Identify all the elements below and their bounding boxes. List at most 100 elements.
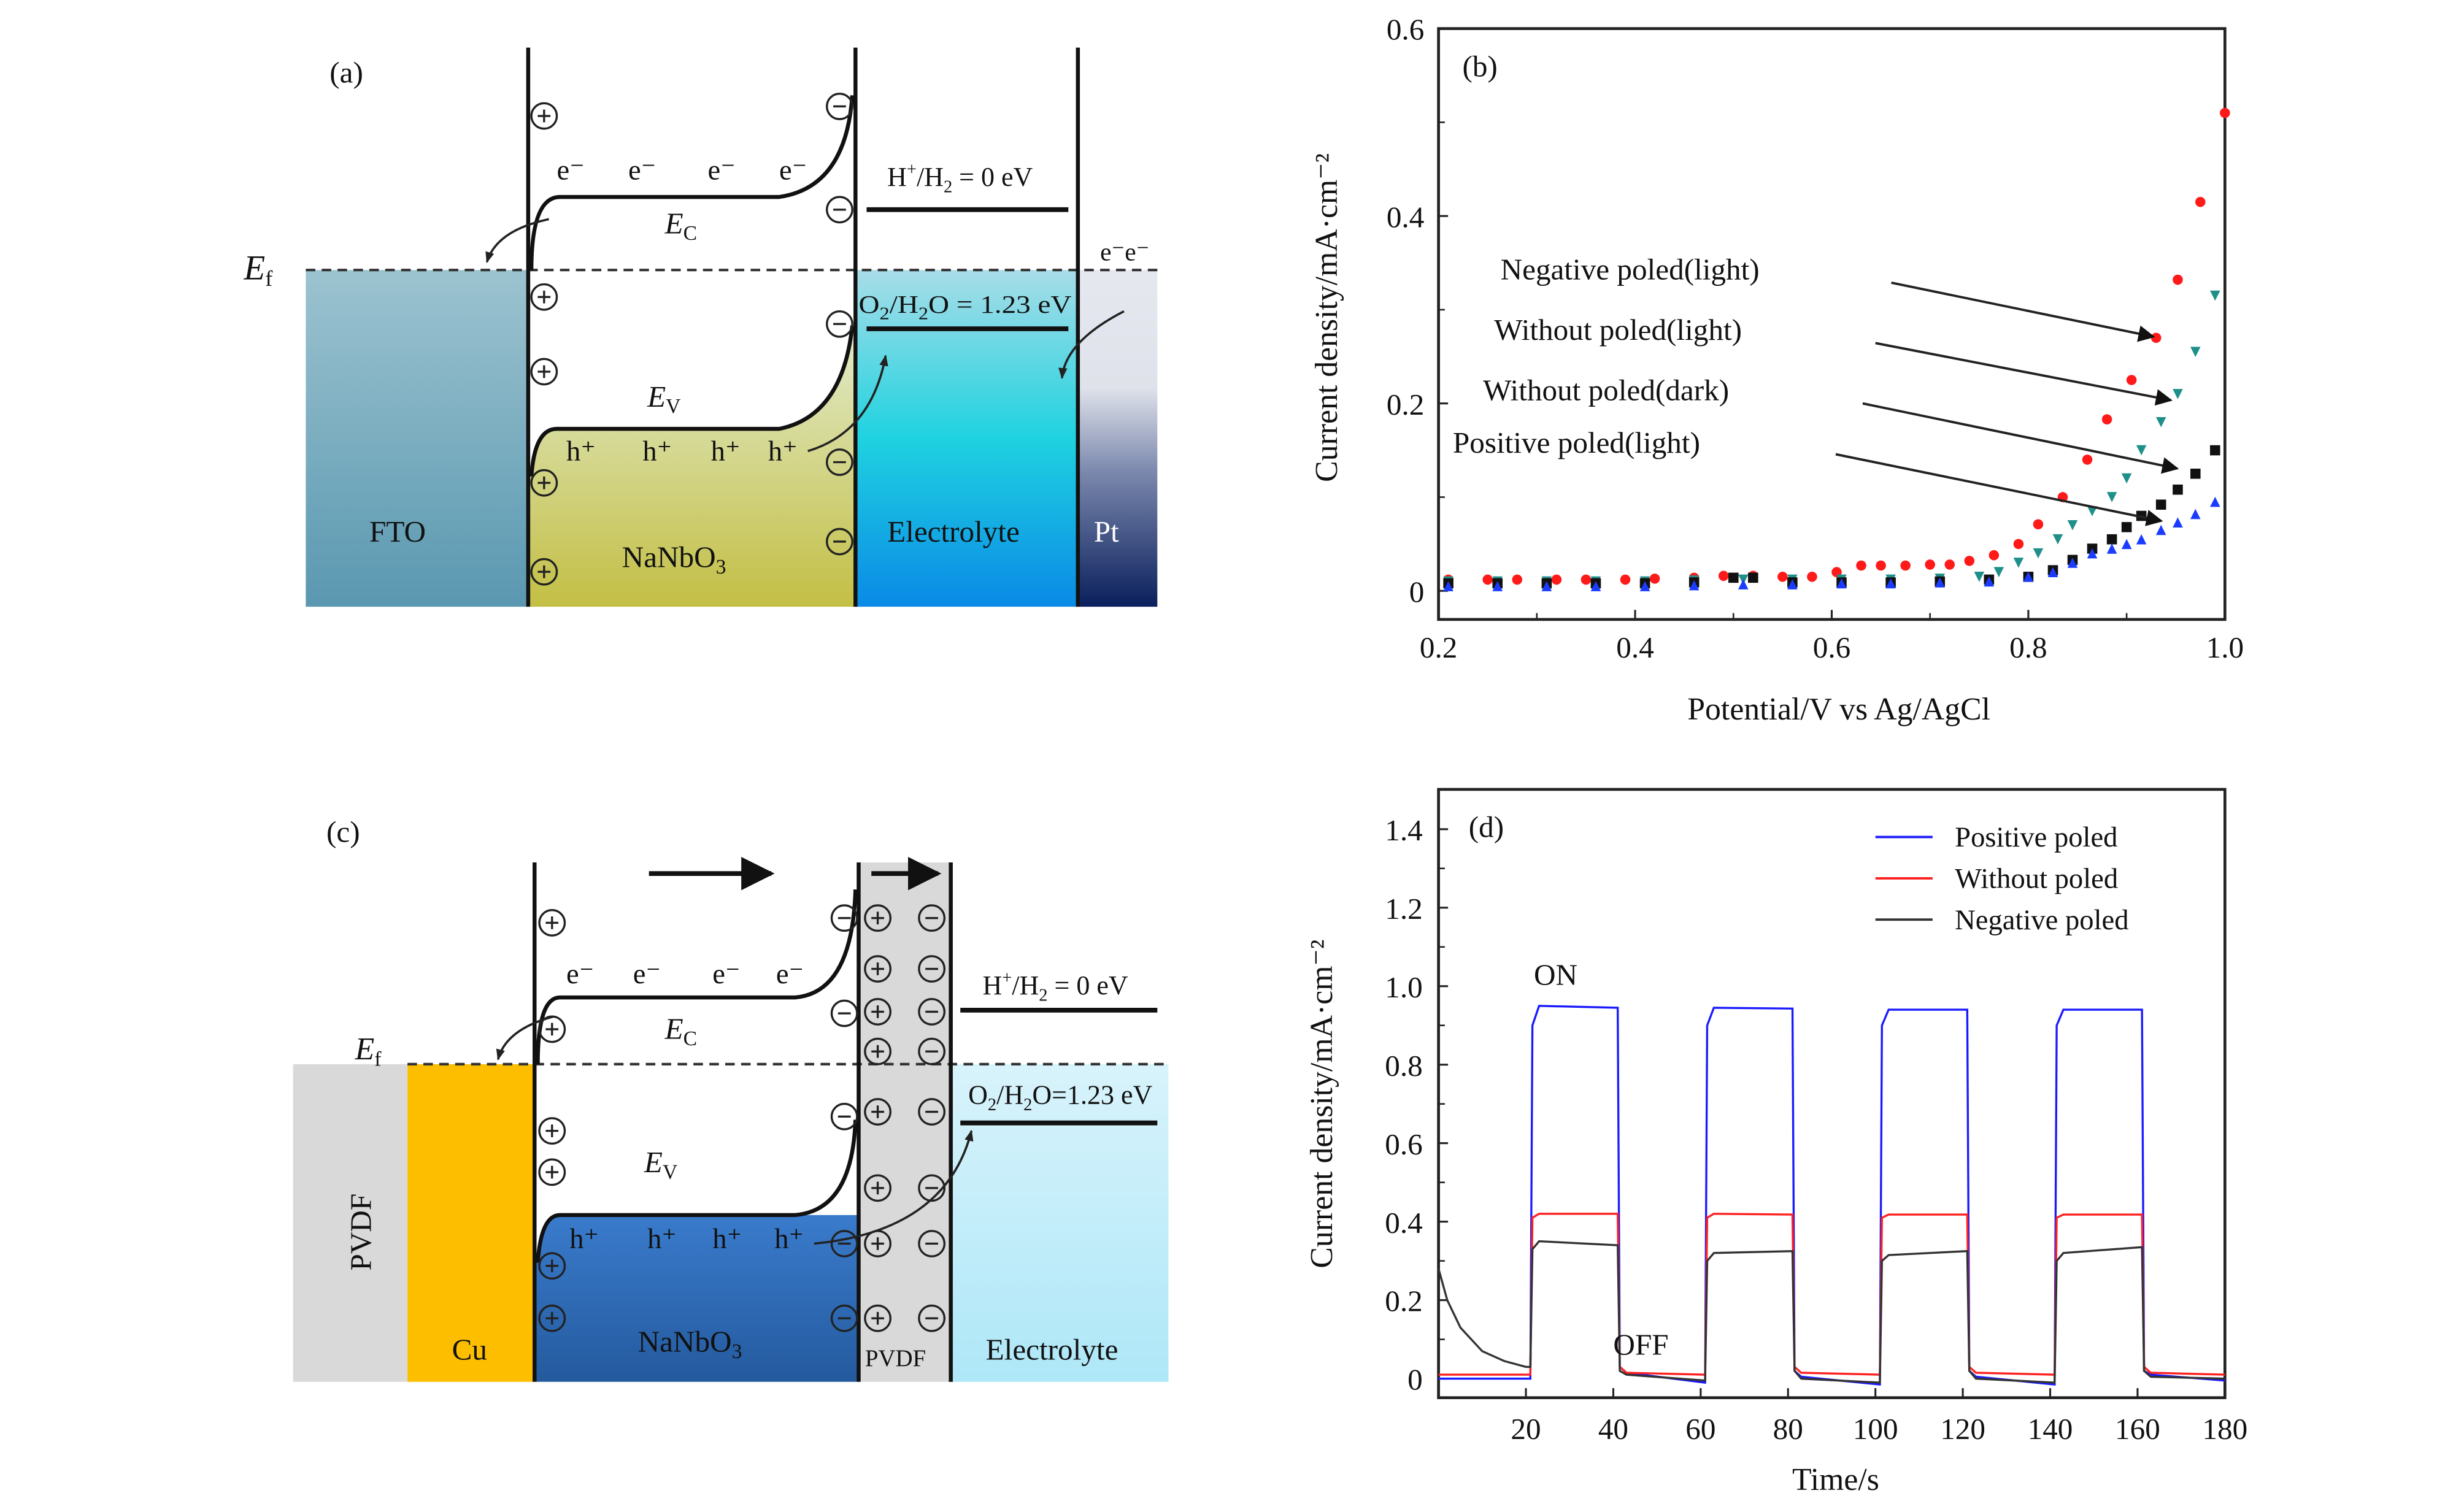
data-point [2087,506,2098,516]
charge-circle [918,904,946,932]
panel-label: (c) [326,815,360,848]
series-without-poled-dark- [1443,445,2220,589]
conduction-band-label: EC [664,207,698,245]
data-point [1738,579,1749,589]
negative-charge-icon [826,448,853,476]
positive-charge-icon [530,469,558,497]
data-point [2190,468,2201,479]
fto-layer [306,270,528,607]
electrolyte-label: Electrolyte [887,515,1020,548]
negative-charge-icon [918,1174,946,1202]
data-point [1620,574,1631,585]
negative-charge-icon [826,310,853,338]
negative-charge-icon [826,196,853,224]
positive-charge-icon [864,998,891,1026]
data-point [1876,560,1886,571]
annotation-arrow [1862,402,2179,474]
positive-charge-icon [864,904,891,932]
positive-charge-icon [530,283,558,311]
charge-circle [530,102,558,130]
y-axis-label: Current density/mA·cm⁻² [1304,940,1339,1268]
pt-electrons-label: e⁻e⁻ [1100,238,1149,266]
fto-label: FTO [369,515,426,548]
y-tick-label: 0.4 [1385,1206,1422,1240]
charge-circle [530,558,558,586]
x-tick-label: 60 [1685,1412,1715,1446]
charge-circle [830,1102,858,1130]
charge-circle [826,448,853,476]
valence-band [536,1119,858,1263]
charge-circle [530,469,558,497]
charge-circle [830,904,858,932]
charge-circle [530,283,558,311]
negative-charge-icon [918,955,946,983]
x-tick-label: 20 [1511,1412,1541,1446]
data-point [2087,548,2098,559]
valence-band [529,325,855,477]
data-lines [1437,1005,2225,1386]
svg-text:h⁺: h⁺ [642,436,672,467]
positive-charge-icon [538,909,566,937]
negative-charge-icon [918,1037,946,1065]
electrolyte-label: Electrolyte [986,1332,1118,1366]
panel-label: (b) [1462,49,1497,83]
data-point [1935,577,1946,588]
svg-text:e⁻: e⁻ [708,155,736,186]
data-point [2082,455,2093,465]
data-point [1649,574,1660,584]
x-tick-label: 100 [1853,1412,1898,1446]
svg-text:h⁺: h⁺ [768,436,798,467]
positive-charge-icon [530,358,558,386]
data-point [2155,524,2166,535]
data-point [2195,196,2206,207]
data-point [1688,580,1700,591]
data-point [2173,274,2183,285]
panel-label: (a) [329,56,363,90]
hole-transfer-arrow [814,1129,974,1245]
x-axis-label: Potential/V vs Ag/AgCl [1687,692,1990,727]
x-tick-label: 0.6 [1813,631,1850,664]
positive-charge-icon [864,1304,891,1332]
charge-circle [538,909,566,937]
svg-text:h⁺: h⁺ [647,1223,677,1255]
svg-text:h⁺: h⁺ [566,436,596,467]
y-tick-label: 0.8 [1385,1049,1422,1083]
charge-circle [826,528,853,556]
data-point [1748,572,1758,583]
pt-layer [1077,270,1158,607]
negative-charge-icon [918,904,946,932]
y-tick-label: 0.2 [1387,388,1424,421]
axis-ticks: 20 40 60 80 100 120 140 160 180 0 0.2 0.4 0.6 0.8 1.0 1… [1385,813,2247,1446]
charge-circle [918,1098,946,1126]
pvdf-left-label: PVDF [344,1194,378,1271]
x-tick-label: 0.2 [1420,631,1457,664]
data-point [2013,558,2024,568]
negative-charge-icon [918,1304,946,1332]
data-point [2155,499,2166,510]
positive-charge-icon [538,1304,566,1332]
space-charges [538,904,946,1332]
fermi-level-label: Ef [355,1032,382,1070]
fermi-level-label: Ef [243,249,273,291]
negative-charge-icon [918,998,946,1026]
positive-charge-icon [530,558,558,586]
nanbo3-layer [529,325,854,607]
svg-text:h⁺: h⁺ [711,436,741,467]
electron-transfer-arrow [485,218,549,263]
x-tick-label: 1.0 [2206,631,2244,664]
chart-b-lsv: 0.2 0.4 0.6 0.8 1.0 0 0.2 0.4 0.6 (b) Potential/… [1309,13,2244,727]
data-point [2101,414,2112,424]
data-point [1728,572,1739,583]
data-point [1777,572,1788,582]
y-axis-label: Current density/mA·cm⁻² [1309,153,1344,482]
charge-circle [538,1158,566,1186]
x-tick-label: 160 [2115,1412,2160,1446]
conduction-band-label: EC [664,1011,698,1050]
plot-frame [1437,788,2227,1399]
x-tick-label: 0.4 [1616,631,1654,664]
data-point [1964,556,1975,566]
pvdf-middle-layer [858,862,951,1382]
x-tick-label: 40 [1598,1412,1628,1446]
data-point [2220,107,2230,118]
x-tick-label: 180 [2202,1412,2247,1446]
